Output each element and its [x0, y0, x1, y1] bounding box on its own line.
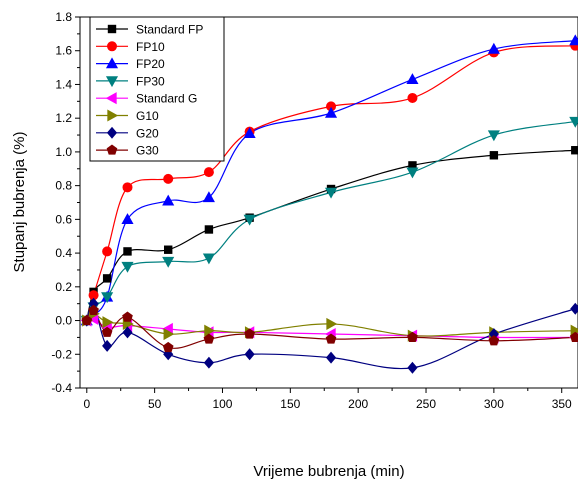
data-point-2 — [569, 34, 578, 46]
data-point-3 — [121, 261, 134, 273]
data-point-2 — [487, 42, 500, 54]
y-tick-label: 1.4 — [55, 77, 72, 91]
data-point-2 — [243, 127, 256, 139]
data-point-6 — [325, 351, 337, 364]
data-point-1 — [203, 167, 214, 178]
x-tick-label: 250 — [416, 397, 436, 411]
y-tick-label: 0.6 — [55, 212, 72, 226]
data-point-7 — [162, 341, 174, 353]
data-point-6 — [407, 361, 418, 374]
data-point-3 — [406, 167, 419, 179]
data-point-7 — [88, 304, 99, 315]
legend-marker — [106, 126, 118, 139]
data-point-7 — [203, 333, 215, 344]
data-point-3 — [243, 214, 256, 226]
axis-ticks: 0 50 100 150 200 250 300 350 -0.4 -0.2 0.0 0.2 0.4 0.… — [51, 10, 572, 411]
x-tick-label: 200 — [348, 397, 368, 411]
y-tick-label: 1.8 — [55, 10, 72, 24]
data-point-3 — [487, 130, 500, 142]
data-point-6 — [102, 339, 113, 352]
data-point-2 — [202, 191, 215, 203]
data-point-5 — [204, 324, 216, 337]
series-line-0 — [86, 149, 576, 321]
data-point-7 — [407, 331, 418, 342]
legend-label: FP10 — [136, 40, 165, 54]
data-point-5 — [326, 317, 338, 330]
data-point-6 — [244, 348, 255, 361]
legend-marker — [107, 41, 117, 52]
data-point-3 — [101, 292, 114, 304]
data-point-0 — [164, 245, 173, 254]
x-tick-label: 0 — [83, 397, 90, 411]
data-point-1 — [122, 182, 133, 193]
data-point-3 — [202, 253, 215, 265]
data-point-3 — [324, 187, 338, 199]
legend-label: FP30 — [136, 74, 165, 88]
data-point-2 — [162, 194, 175, 206]
data-point-0 — [489, 151, 499, 160]
data-point-0 — [204, 225, 214, 234]
y-tick-label: -0.2 — [51, 347, 72, 361]
data-point-5 — [163, 327, 175, 341]
data-point-7 — [101, 326, 113, 337]
data-point-0 — [571, 146, 578, 155]
data-point-7 — [122, 311, 133, 322]
data-point-5 — [102, 316, 114, 329]
data-point-7 — [488, 335, 500, 346]
data-point-1 — [407, 92, 418, 103]
legend-marker — [106, 144, 118, 155]
data-point-2 — [324, 106, 338, 118]
legend: Standard FP FP10 FP20 FP30 Standard G G10 G20 G… — [89, 16, 225, 162]
y-tick-label: 0.0 — [55, 314, 72, 328]
data-point-0 — [408, 161, 417, 170]
data-point-7 — [244, 328, 255, 339]
legend-marker — [107, 109, 119, 122]
y-tick-label: 0.4 — [55, 246, 72, 260]
y-tick-label: -0.4 — [51, 381, 72, 395]
data-point-2 — [121, 213, 134, 225]
legend-label: G30 — [136, 144, 159, 158]
x-axis-title: Vrijeme bubrenja (min) — [253, 463, 404, 480]
y-tick-label: 1.2 — [55, 111, 72, 125]
data-point-6 — [122, 326, 133, 339]
legend-marker — [107, 24, 117, 34]
legend-label: Standard G — [136, 92, 197, 106]
legend-label: G10 — [136, 109, 159, 123]
data-point-3 — [162, 256, 175, 268]
data-point-1 — [163, 173, 174, 184]
x-tick-label: 50 — [148, 397, 162, 411]
data-point-1 — [88, 290, 99, 301]
legend-marker — [105, 76, 119, 88]
legend-marker — [105, 92, 117, 105]
y-tick-label: 1.6 — [55, 44, 72, 58]
x-tick-label: 100 — [212, 397, 232, 411]
data-point-7 — [569, 331, 578, 342]
x-tick-label: 150 — [280, 397, 300, 411]
data-point-1 — [102, 246, 113, 257]
data-point-1 — [326, 101, 337, 112]
data-point-7 — [81, 314, 93, 326]
data-point-6 — [570, 302, 578, 315]
y-tick-label: 0.2 — [55, 280, 72, 294]
legend-label: FP20 — [136, 57, 165, 71]
x-tick-label: 350 — [552, 397, 572, 411]
y-tick-label: 1.0 — [55, 145, 72, 159]
y-axis-title: Stupanj bubrenja (%) — [11, 132, 28, 273]
data-point-7 — [325, 333, 337, 344]
series-markers — [80, 34, 578, 374]
data-point-6 — [203, 356, 214, 369]
legend-marker — [105, 57, 119, 69]
legend-label: G20 — [136, 126, 159, 140]
x-tick-label: 300 — [484, 397, 504, 411]
y-tick-label: 0.8 — [55, 179, 72, 193]
legend-label: Standard FP — [136, 23, 203, 37]
data-point-0 — [102, 274, 112, 283]
data-point-0 — [123, 247, 132, 256]
data-point-2 — [406, 73, 419, 85]
